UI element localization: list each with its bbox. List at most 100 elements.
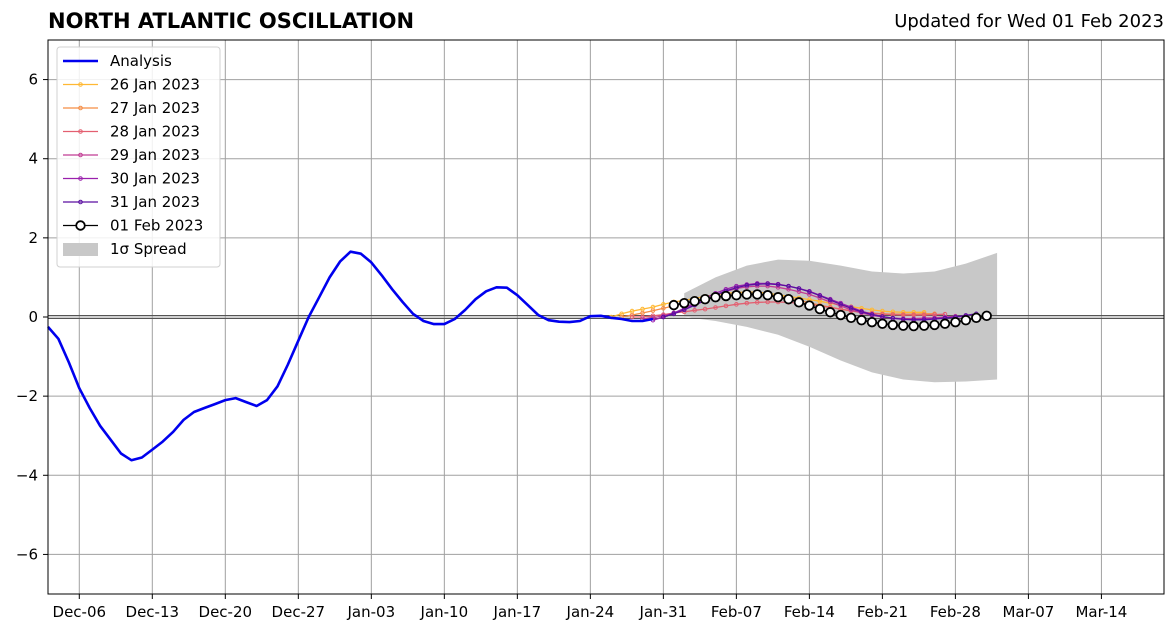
forecast-point-6 bbox=[960, 314, 972, 326]
forecast-point-5 bbox=[859, 309, 864, 315]
forecast-point-5 bbox=[671, 311, 677, 317]
forecast-point-1 bbox=[650, 308, 656, 313]
legend-marker bbox=[78, 176, 83, 181]
legend-label: Analysis bbox=[110, 52, 172, 70]
forecast-point-6 bbox=[939, 318, 951, 329]
forecast-point-6 bbox=[950, 316, 961, 328]
forecast-point-6 bbox=[929, 319, 940, 331]
forecast-point-2 bbox=[754, 300, 760, 305]
forecast-point-6 bbox=[866, 316, 878, 328]
forecast-point-5 bbox=[734, 285, 739, 291]
forecast-point-6 bbox=[898, 320, 909, 331]
legend-label: 26 Jan 2023 bbox=[110, 76, 200, 94]
forecast-point-5 bbox=[754, 281, 760, 287]
forecast-point-6 bbox=[731, 290, 742, 301]
x-tick-label: Feb-28 bbox=[930, 603, 981, 621]
x-tick-label: Feb-14 bbox=[784, 603, 835, 621]
forecast-point-6 bbox=[679, 297, 690, 309]
y-tick-label: 6 bbox=[28, 71, 38, 89]
forecast-point-6 bbox=[856, 314, 867, 326]
forecast-point-6 bbox=[981, 310, 992, 322]
forecast-point-6 bbox=[887, 319, 899, 331]
forecast-point-6 bbox=[835, 309, 846, 321]
legend: Analysis 26 Jan 2023 27 Jan 2023 28 Jan 202… bbox=[56, 46, 221, 268]
y-tick-label: 4 bbox=[28, 150, 38, 168]
forecast-point-6 bbox=[804, 300, 815, 311]
forecast-point-5 bbox=[786, 283, 791, 289]
x-tick-label: Jan-17 bbox=[493, 603, 542, 621]
forecast-point-5 bbox=[880, 314, 885, 319]
forecast-point-6 bbox=[825, 307, 836, 318]
forecast-point-5 bbox=[807, 289, 812, 294]
forecast-point-5 bbox=[765, 281, 770, 287]
forecast-point-5 bbox=[827, 297, 833, 303]
x-tick-label: Feb-21 bbox=[857, 603, 908, 621]
forecast-point-6 bbox=[971, 312, 982, 323]
forecast-point-5 bbox=[838, 302, 843, 307]
legend-marker bbox=[75, 220, 86, 231]
y-tick-label: −2 bbox=[16, 387, 38, 405]
x-tick-label: Dec-20 bbox=[199, 603, 253, 621]
y-tick-label: −4 bbox=[16, 466, 38, 484]
forecast-point-5 bbox=[848, 305, 854, 311]
x-tick-label: Jan-10 bbox=[420, 603, 469, 621]
analysis-line bbox=[47, 250, 654, 462]
forecast-point-6 bbox=[877, 318, 888, 329]
forecast-point-6 bbox=[814, 303, 826, 315]
legend-marker bbox=[78, 152, 83, 158]
legend-box bbox=[56, 46, 221, 268]
x-tick-label: Dec-06 bbox=[53, 603, 107, 621]
x-tick-label: Feb-07 bbox=[711, 603, 762, 621]
forecast-point-5 bbox=[869, 312, 875, 317]
forecast-point-6 bbox=[668, 299, 679, 311]
forecast-point-1 bbox=[661, 305, 666, 311]
forecast-point-5 bbox=[796, 286, 802, 291]
legend-label: 27 Jan 2023 bbox=[110, 99, 200, 117]
x-tick-label: Dec-27 bbox=[272, 603, 326, 621]
legend-label: 1σ Spread bbox=[110, 240, 187, 258]
forecast-point-6 bbox=[845, 312, 857, 323]
legend-label: 28 Jan 2023 bbox=[110, 123, 200, 141]
forecast-point-6 bbox=[908, 320, 919, 332]
forecast-point-6 bbox=[699, 293, 711, 305]
x-tick-label: Dec-13 bbox=[126, 603, 180, 621]
forecast-point-6 bbox=[762, 290, 773, 301]
forecast-point-5 bbox=[775, 282, 781, 287]
forecast-point-2 bbox=[713, 305, 718, 310]
updated-date: Updated for Wed 01 Feb 2023 bbox=[894, 11, 1164, 32]
x-tick-label: Jan-31 bbox=[639, 603, 688, 621]
forecast-point-5 bbox=[817, 293, 823, 298]
y-tick-label: 2 bbox=[28, 229, 38, 247]
forecast-point-5 bbox=[744, 283, 750, 288]
legend-marker bbox=[78, 105, 83, 111]
chart-title: NORTH ATLANTIC OSCILLATION bbox=[48, 9, 415, 33]
legend-marker bbox=[78, 199, 83, 205]
x-tick-label: Mar-07 bbox=[1002, 603, 1054, 621]
forecast-point-2 bbox=[692, 307, 697, 313]
forecast-point-6 bbox=[783, 293, 794, 305]
forecast-point-6 bbox=[772, 292, 784, 303]
grid-lines bbox=[48, 40, 1164, 594]
legend-label: 31 Jan 2023 bbox=[110, 193, 200, 211]
forecast-point-6 bbox=[710, 292, 721, 303]
axes-group: Dec-06 Dec-13 Dec-20 Dec-27 Jan-03 Jan-10 Jan-… bbox=[16, 39, 1165, 621]
forecast-point-2 bbox=[744, 300, 750, 306]
forecast-point-6 bbox=[741, 289, 753, 300]
y-tick-label: −6 bbox=[16, 545, 38, 563]
legend-swatch bbox=[63, 243, 98, 256]
x-tick-label: Mar-14 bbox=[1075, 603, 1127, 621]
forecast-point-1 bbox=[629, 312, 635, 318]
forecast-point-2 bbox=[734, 302, 739, 307]
legend-marker bbox=[78, 82, 83, 87]
legend-marker bbox=[78, 129, 83, 134]
forecast-point-6 bbox=[689, 295, 700, 307]
forecast-point-2 bbox=[702, 306, 708, 312]
forecast-point-6 bbox=[720, 290, 732, 302]
forecast-point-2 bbox=[723, 303, 729, 309]
legend-label: 01 Feb 2023 bbox=[110, 217, 203, 235]
legend-label: 30 Jan 2023 bbox=[110, 170, 200, 188]
x-tick-label: Jan-24 bbox=[566, 603, 615, 621]
forecast-point-6 bbox=[793, 297, 805, 308]
y-tick-label: 0 bbox=[28, 308, 38, 326]
